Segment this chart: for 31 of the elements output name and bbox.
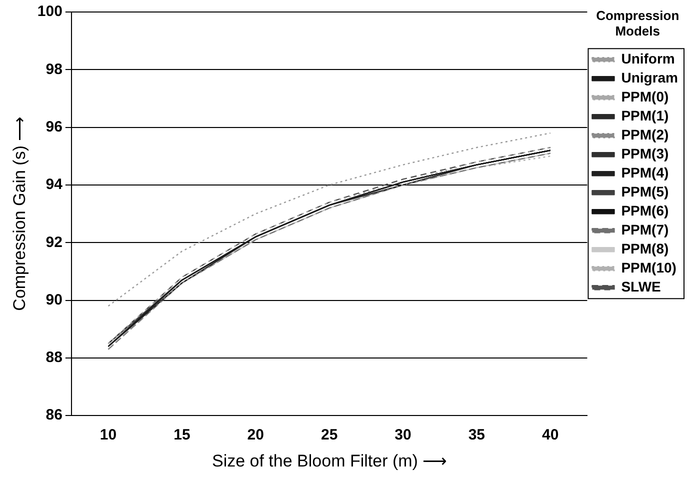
- x-tick-label: 40: [542, 426, 559, 444]
- legend-label: Unigram: [621, 69, 678, 86]
- legend-label: PPM(4): [621, 164, 669, 180]
- x-tick-label: 15: [174, 426, 190, 444]
- x-tick-label: 35: [468, 426, 486, 444]
- y-axis-title: Compression Gain (s) ⟶: [10, 116, 29, 311]
- legend-label: SLWE: [621, 278, 661, 294]
- legend-label: PPM(6): [621, 202, 669, 218]
- x-axis-title: Size of the Bloom Filter (m) ⟶: [212, 451, 447, 470]
- legend-label: PPM(0): [621, 88, 669, 104]
- y-tick-label: 90: [46, 291, 62, 308]
- y-tick-label: 86: [46, 406, 62, 424]
- y-tick-label: 92: [46, 234, 62, 251]
- legend-label: PPM(3): [621, 145, 669, 162]
- y-tick-label: 96: [46, 118, 62, 136]
- legend-label: Uniform: [621, 50, 675, 66]
- legend-title: Compression Models: [596, 8, 680, 39]
- x-tick-label: 10: [100, 426, 117, 444]
- x-tick-label: 30: [394, 426, 412, 444]
- x-tick-label: 25: [320, 426, 338, 444]
- legend-label: PPM(7): [621, 221, 669, 238]
- y-tick-label: 94: [46, 176, 64, 194]
- legend-label: PPM(1): [621, 107, 669, 124]
- y-tick-label: 98: [46, 60, 62, 78]
- y-tick-label: 100: [37, 3, 62, 20]
- legend-label: PPM(8): [621, 240, 669, 256]
- legend-label: PPM(10): [621, 259, 676, 276]
- x-tick-label: 20: [247, 426, 264, 444]
- legend-label: PPM(2): [621, 126, 669, 142]
- legend-label: PPM(5): [621, 183, 669, 200]
- y-tick-label: 88: [46, 349, 62, 366]
